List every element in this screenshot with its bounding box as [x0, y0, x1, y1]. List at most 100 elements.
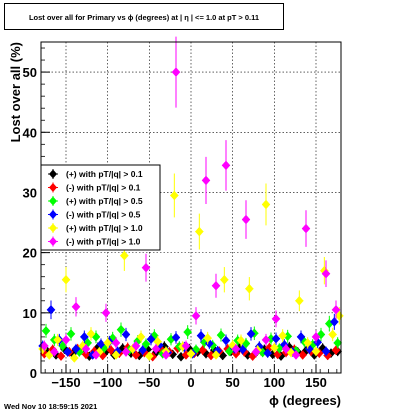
x-axis-label: ϕ (degrees)	[269, 393, 341, 408]
data-point	[328, 329, 338, 340]
data-point	[58, 341, 68, 351]
data-point	[271, 333, 281, 344]
data-point	[221, 335, 231, 346]
legend: (+) with pT/|q| > 0.1 (-) with pT/|q| > 0…	[40, 164, 161, 251]
data-point	[329, 316, 339, 327]
data-point	[281, 344, 291, 354]
data-point	[294, 295, 304, 306]
legend-label: (+) with pT/|q| > 0.5	[66, 196, 143, 206]
y-tick-label: 50	[23, 65, 37, 80]
y-tick-label: 0	[30, 366, 37, 381]
data-point	[61, 335, 71, 345]
data-point	[144, 351, 154, 362]
data-point	[138, 345, 148, 356]
x-tick-label: −150	[51, 375, 80, 390]
legend-marker	[49, 169, 57, 179]
data-point	[131, 341, 141, 351]
data-point	[203, 333, 213, 343]
legend-marker	[49, 237, 57, 246]
legend-label: (-) with pT/|q| > 0.5	[66, 210, 141, 220]
data-point	[81, 349, 91, 360]
data-point	[311, 332, 321, 342]
data-point	[63, 347, 73, 357]
data-point	[219, 274, 229, 285]
data-point	[111, 350, 121, 360]
data-point	[236, 335, 246, 346]
legend-label: (+) with pT/|q| > 0.1	[66, 169, 143, 179]
data-point	[121, 347, 131, 357]
legend-marker	[49, 183, 57, 192]
data-point	[194, 226, 204, 237]
data-point	[196, 330, 206, 341]
data-point	[311, 346, 321, 357]
data-point	[66, 329, 76, 339]
data-point	[119, 250, 129, 261]
legend-label: (-) with pT/|q| > 0.1	[66, 183, 141, 193]
data-point	[103, 338, 113, 348]
data-point	[278, 330, 288, 341]
data-point	[211, 350, 221, 360]
data-point	[181, 341, 191, 351]
data-point	[61, 274, 71, 285]
data-point	[71, 344, 81, 354]
data-point	[111, 338, 121, 348]
data-point	[216, 330, 226, 340]
data-point	[303, 338, 313, 348]
data-point	[146, 334, 156, 345]
data-point	[263, 348, 273, 359]
y-tick-label: 40	[23, 125, 37, 140]
data-point	[298, 350, 308, 360]
data-point	[261, 199, 271, 210]
data-point	[183, 327, 193, 337]
data-point	[301, 223, 311, 234]
data-point	[271, 313, 281, 324]
data-point	[291, 350, 301, 360]
data-point	[141, 339, 151, 349]
series-5	[39, 36, 341, 360]
legend-marker	[49, 223, 57, 233]
data-point	[81, 344, 91, 354]
data-point	[169, 190, 179, 201]
data-point	[41, 325, 51, 336]
data-point	[53, 335, 63, 345]
data-point	[141, 262, 151, 273]
x-tick-label: 100	[263, 375, 285, 390]
chart-title-box: Lost over all for Primary vs ϕ (degrees)…	[4, 3, 284, 30]
data-point	[56, 351, 66, 362]
data-point	[296, 332, 306, 342]
data-point	[261, 335, 271, 345]
data-point	[101, 307, 111, 318]
legend-label: (+) with pT/|q| > 1.0	[66, 223, 143, 233]
data-point	[246, 329, 256, 339]
x-tick-label: −100	[93, 375, 122, 390]
data-point	[269, 342, 279, 353]
data-point	[69, 353, 79, 363]
data-point	[211, 280, 221, 291]
data-point	[136, 332, 146, 342]
y-tick-label: 30	[23, 185, 37, 200]
data-point	[171, 67, 181, 77]
data-point	[151, 344, 161, 354]
date-stamp: Wed Nov 10 18:59:15 2021	[4, 402, 98, 411]
data-point	[241, 214, 251, 225]
data-point	[201, 175, 211, 186]
data-point	[186, 348, 196, 359]
data-point	[331, 304, 341, 315]
data-point	[161, 350, 171, 360]
data-point	[321, 346, 331, 357]
y-axis-label: Lost over all (%)	[8, 42, 23, 142]
x-tick-label: 0	[187, 375, 194, 390]
data-point	[39, 341, 49, 351]
data-point	[231, 344, 241, 354]
legend-box	[40, 164, 161, 251]
data-point	[49, 347, 59, 357]
data-point	[116, 324, 126, 335]
x-tick-label: 150	[305, 375, 327, 390]
legend-label: (-) with pT/|q| > 1.0	[66, 237, 141, 247]
legend-marker	[49, 210, 57, 219]
chart-title: Lost over all for Primary vs ϕ (degrees)…	[28, 13, 260, 22]
data-point	[191, 310, 201, 321]
data-point	[333, 338, 343, 348]
data-point	[106, 345, 116, 356]
